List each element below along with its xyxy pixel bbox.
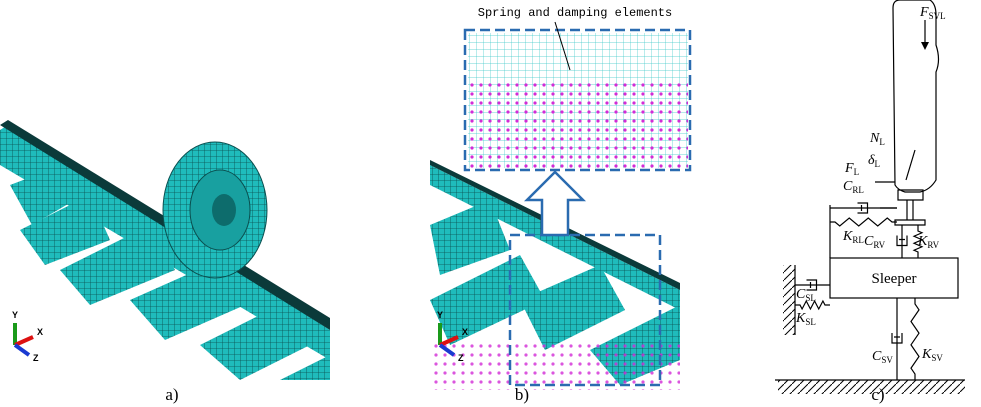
symbol-main: K	[842, 229, 853, 244]
damper	[892, 298, 902, 380]
symbol-main: K	[795, 311, 806, 326]
panel-label: a)	[165, 385, 178, 404]
axis-arrow	[15, 345, 29, 355]
axis-arrow	[15, 337, 33, 345]
symbol-sub: SL	[805, 293, 816, 303]
symbol-sub: L	[854, 167, 860, 177]
symbol: FSVL	[919, 5, 946, 21]
axis-label: Z	[33, 353, 39, 363]
symbol-sub: RL	[852, 235, 864, 245]
panel-label: c)	[871, 385, 884, 404]
symbol-sub: L	[875, 159, 881, 169]
figure: Spring and damping elements Sleeper a) b)…	[0, 0, 981, 407]
symbol: FL	[844, 161, 859, 177]
sleeper-label: Sleeper	[872, 271, 917, 287]
axis-label: Y	[437, 310, 443, 320]
panel-label: b)	[515, 385, 529, 404]
panel-b-model: Spring and damping elements	[430, 6, 690, 390]
symbol-main: F	[919, 5, 929, 20]
symbol: CRL	[843, 179, 864, 195]
symbol: KSL	[795, 311, 816, 327]
axis-label: Z	[458, 353, 464, 363]
symbol-sub: RV	[927, 240, 939, 250]
axis-label: X	[462, 327, 468, 337]
symbol-main: K	[917, 234, 928, 249]
symbol-sub: SV	[881, 355, 893, 365]
symbol: CRV	[864, 234, 886, 250]
symbol: KRL	[842, 229, 864, 245]
symbol-sub: L	[879, 137, 885, 147]
damper	[897, 225, 907, 258]
panel-c-diagram: Sleeper	[775, 0, 965, 394]
symbol-main: N	[869, 131, 880, 146]
symbol-main: K	[921, 347, 932, 362]
symbol: KRV	[917, 234, 940, 250]
callout: Spring and damping elements	[478, 6, 672, 20]
axis-label: X	[37, 327, 43, 337]
symbol-sub: RL	[852, 185, 864, 195]
symbol-sub: SVL	[929, 11, 946, 21]
symbol-sub: SV	[931, 353, 943, 363]
symbol-main: F	[844, 161, 854, 176]
symbol-sub: SL	[805, 317, 816, 327]
symbol-sub: RV	[873, 240, 885, 250]
axis-label: Y	[12, 310, 18, 320]
symbol: NL	[869, 131, 885, 147]
symbol: CSV	[872, 349, 893, 365]
spring	[911, 298, 919, 380]
panel-a-model	[0, 120, 330, 380]
symbol: δL	[868, 153, 880, 169]
spring	[830, 218, 897, 226]
symbol: KSV	[921, 347, 943, 363]
